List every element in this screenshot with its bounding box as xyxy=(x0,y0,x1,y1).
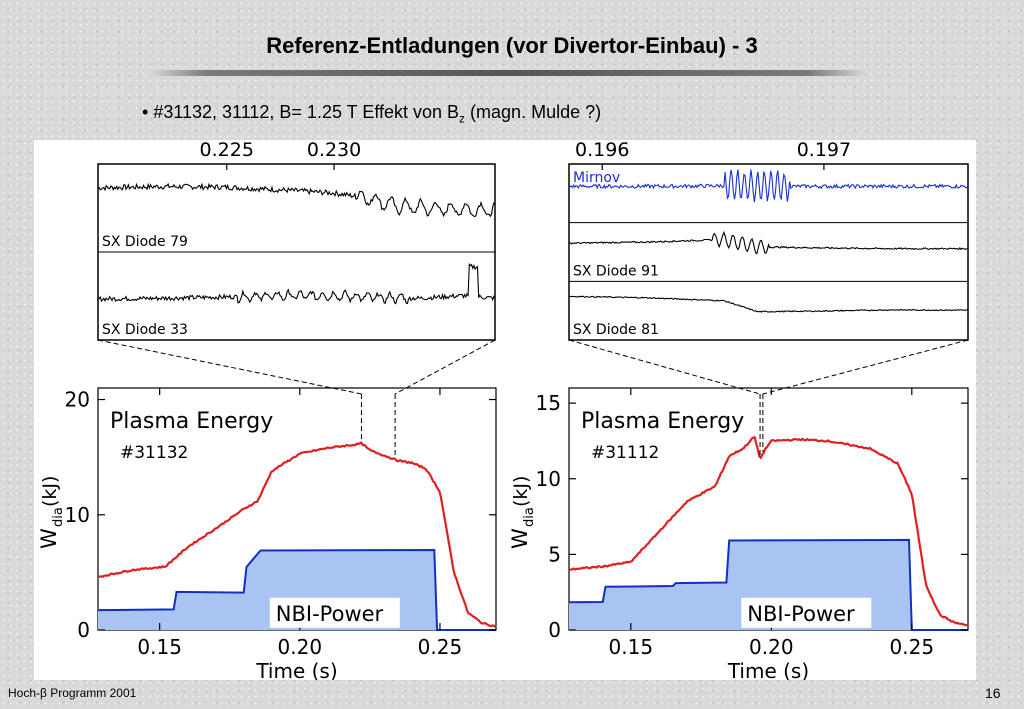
energy-left-y-axis-unit: (kJ) xyxy=(39,476,61,507)
energy-right-nbi-label-bg xyxy=(741,597,872,628)
zoom-left-series-line xyxy=(97,182,496,218)
footer-program: Hoch-β Programm 2001 xyxy=(8,686,137,700)
energy-right-y-tick-label: 5 xyxy=(548,542,561,566)
energy-right-shot-number: #31112 xyxy=(591,443,659,463)
energy-right-x-tick-label: 0.25 xyxy=(890,635,935,659)
bullet-text: • #31132, 31112, B= 1.25 T Effekt von B xyxy=(142,102,460,122)
energy-left-panel-title: Plasma Energy xyxy=(110,409,273,434)
energy-left-x-axis-label: Time (s) xyxy=(255,659,337,680)
zoom-right-series-line xyxy=(568,169,969,203)
energy-right-energy-line xyxy=(568,436,969,627)
energy-right-x-tick-label: 0.15 xyxy=(609,635,654,659)
energy-left-nbi-label-bg xyxy=(269,597,400,628)
zoom-left-series-label: SX Diode 33 xyxy=(102,322,188,338)
bullet-subscript: z xyxy=(459,111,466,126)
energy-right-nbi-label: NBI-Power xyxy=(747,602,855,626)
energy-right-zoom-projection xyxy=(762,339,969,395)
energy-left-zoom-projection xyxy=(394,339,496,395)
energy-right-panel-title: Plasma Energy xyxy=(581,409,744,434)
energy-right-y-tick-label: 0 xyxy=(548,618,561,642)
zoom-right-series-label: SX Diode 81 xyxy=(573,322,659,338)
energy-left-zoom-projection xyxy=(97,339,362,395)
energy-right-x-axis-label: Time (s) xyxy=(727,659,809,680)
energy-left-y-tick-label: 20 xyxy=(65,388,90,412)
zoom-left-series-label: SX Diode 79 xyxy=(102,234,188,250)
energy-left-shot-number: #31132 xyxy=(120,443,188,463)
energy-left-y-tick-label: 10 xyxy=(65,503,90,527)
energy-left-y-axis-subscript: dia xyxy=(51,507,66,527)
zoom-left-x-tick-label: 0.225 xyxy=(200,140,254,161)
zoom-right-x-tick-label: 0.197 xyxy=(797,140,851,161)
slide-title: Referenz-Entladungen (vor Divertor-Einba… xyxy=(266,33,758,58)
bullet-suffix: (magn. Mulde ?) xyxy=(465,102,602,122)
zoom-left-x-tick-label: 0.230 xyxy=(307,140,361,161)
energy-right-nbi-line xyxy=(568,538,968,631)
figure-svg: 0.225 0.230 SX Diode 79 SX Diode 33 0.196 0.1… xyxy=(37,140,969,680)
energy-left-x-tick-label: 0.15 xyxy=(137,635,182,659)
energy-right-x-tick-label: 0.20 xyxy=(749,635,794,659)
zoom-left-series-line xyxy=(97,262,496,305)
energy-left-y-axis-symbol: W xyxy=(37,528,61,549)
zoom-right-series-label: SX Diode 91 xyxy=(573,263,659,279)
energy-right-y-tick-label: 15 xyxy=(536,391,561,415)
energy-right-y-tick-label: 10 xyxy=(536,467,561,491)
energy-right-y-axis-symbol: W xyxy=(508,528,532,549)
zoom-right-series-line xyxy=(568,295,969,313)
figure-panel: 0.225 0.230 SX Diode 79 SX Diode 33 0.196 0.1… xyxy=(34,140,976,680)
zoom-right-series-label: Mirnov xyxy=(573,170,620,186)
energy-left-nbi-label: NBI-Power xyxy=(276,602,384,626)
energy-right-zoom-projection xyxy=(568,339,761,395)
energy-left-energy-line xyxy=(97,441,497,629)
zoom-right-series-line xyxy=(568,230,969,255)
page-number: 16 xyxy=(985,685,1001,701)
bullet-line: • #31132, 31112, B= 1.25 T Effekt von Bz… xyxy=(142,102,601,126)
energy-right-y-axis-subscript: dia xyxy=(522,507,537,527)
title-divider xyxy=(150,70,866,76)
zoom-right-x-tick-label: 0.196 xyxy=(575,140,629,161)
energy-right-y-axis-unit: (kJ) xyxy=(510,476,532,507)
energy-left-x-tick-label: 0.20 xyxy=(278,635,323,659)
energy-left-x-tick-label: 0.25 xyxy=(418,635,463,659)
energy-left-nbi-line xyxy=(97,548,496,631)
energy-left-y-tick-label: 0 xyxy=(77,618,90,642)
